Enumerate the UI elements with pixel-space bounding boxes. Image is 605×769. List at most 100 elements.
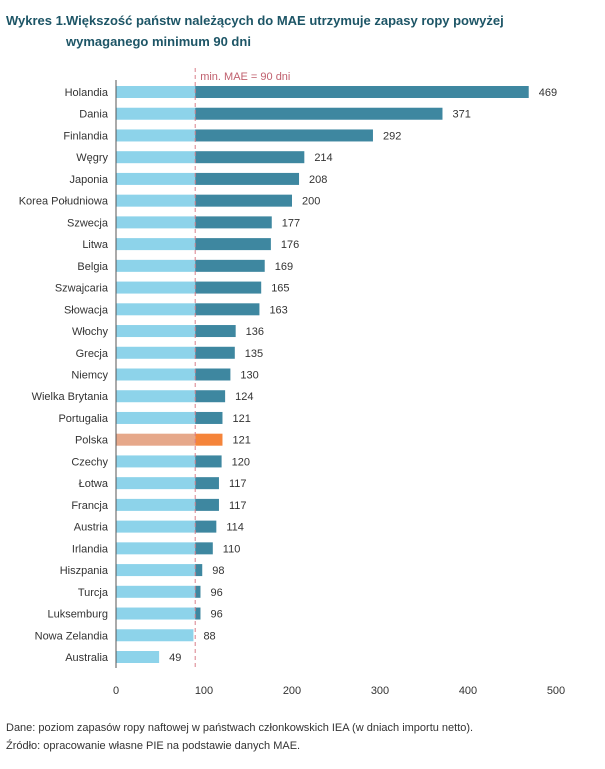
- category-label: Łotwa: [79, 478, 109, 490]
- category-label: Grecja: [76, 348, 109, 360]
- category-label: Irlandia: [72, 543, 109, 555]
- reference-label: min. MAE = 90 dni: [200, 71, 290, 83]
- x-tick-label: 400: [459, 685, 477, 697]
- value-label: 98: [212, 565, 224, 577]
- bar-above-min: [195, 194, 292, 207]
- value-label: 49: [169, 652, 181, 664]
- category-label: Wielka Brytania: [32, 391, 109, 403]
- value-label: 121: [232, 435, 250, 447]
- value-label: 96: [210, 587, 222, 599]
- bar-above-min: [195, 477, 219, 490]
- bar-above-min: [195, 238, 271, 251]
- bar-above-min: [195, 281, 262, 294]
- category-label: Czechy: [71, 456, 108, 468]
- bar-below-min: [116, 498, 196, 511]
- bar-above-min: [195, 564, 203, 577]
- value-label: 117: [229, 478, 247, 490]
- category-label: Litwa: [82, 239, 109, 251]
- value-label: 177: [282, 217, 300, 229]
- category-label: Luksemburg: [47, 609, 108, 621]
- value-label: 469: [539, 87, 557, 99]
- value-label: 124: [235, 391, 253, 403]
- bar-above-min: [195, 433, 223, 446]
- value-label: 114: [226, 522, 244, 534]
- bar-above-min: [195, 390, 226, 403]
- bar-above-min: [195, 216, 272, 229]
- bar-below-min: [116, 433, 196, 446]
- bar-above-min: [195, 368, 231, 381]
- bar-below-min: [116, 129, 196, 142]
- value-label: 371: [452, 109, 470, 121]
- value-label: 208: [309, 174, 327, 186]
- category-label: Australia: [65, 652, 109, 664]
- category-label: Finlandia: [63, 130, 109, 142]
- bar-below-min: [116, 216, 196, 229]
- value-label: 163: [269, 304, 287, 316]
- category-label: Francja: [71, 500, 109, 512]
- bar-below-min: [116, 86, 196, 98]
- value-label: 110: [223, 543, 241, 555]
- bar-below-min: [116, 368, 196, 381]
- bar-above-min: [195, 607, 201, 620]
- bar-above-min: [195, 498, 219, 511]
- category-label: Portugalia: [58, 413, 108, 425]
- source-note: Źródło: opracowanie własne PIE na podsta…: [6, 740, 301, 752]
- value-label: 135: [245, 348, 263, 360]
- figure-label: Wykres 1.: [6, 13, 67, 28]
- value-label: 120: [232, 456, 250, 468]
- category-label: Słowacja: [64, 304, 109, 316]
- value-label: 96: [210, 609, 222, 621]
- bar-above-min: [195, 259, 265, 272]
- bar-below-min: [116, 303, 196, 316]
- bar-below-min: [116, 390, 196, 403]
- category-label: Węgry: [76, 152, 108, 164]
- x-tick-label: 100: [195, 685, 213, 697]
- bar-below-min: [116, 151, 196, 164]
- category-label: Włochy: [72, 326, 109, 338]
- bar-below-min: [116, 564, 196, 577]
- value-label: 136: [246, 326, 264, 338]
- bar-below-min: [116, 542, 196, 555]
- value-label: 200: [302, 196, 320, 208]
- category-label: Niemcy: [71, 370, 108, 382]
- bar-above-min: [195, 86, 529, 98]
- bar-below-min: [116, 477, 196, 490]
- category-label: Szwecja: [67, 217, 109, 229]
- bar-below-min: [116, 238, 196, 251]
- bar-above-min: [195, 129, 373, 142]
- value-label: 117: [229, 500, 247, 512]
- bar-below-min: [116, 325, 196, 338]
- bar-below-min: [116, 585, 196, 598]
- bar-above-min: [195, 346, 235, 359]
- x-tick-label: 300: [371, 685, 389, 697]
- category-label: Turcja: [78, 587, 109, 599]
- bar-below-min: [116, 346, 196, 359]
- category-label: Polska: [75, 435, 109, 447]
- x-tick-label: 200: [283, 685, 301, 697]
- value-label: 292: [383, 130, 401, 142]
- bar-below-min: [116, 411, 196, 424]
- bar-above-min: [195, 455, 222, 468]
- category-label: Hiszpania: [60, 565, 109, 577]
- bar-below-min: [116, 629, 194, 642]
- category-label: Belgia: [77, 261, 108, 273]
- bar-below-min: [116, 194, 196, 207]
- value-label: 214: [314, 152, 332, 164]
- value-label: 169: [275, 261, 293, 273]
- bar-above-min: [195, 303, 260, 316]
- category-label: Holandia: [65, 87, 109, 99]
- bar-above-min: [195, 107, 443, 120]
- bar-below-min: [116, 259, 196, 272]
- value-label: 165: [271, 283, 289, 295]
- value-label: 88: [203, 630, 215, 642]
- value-label: 176: [281, 239, 299, 251]
- x-tick-label: 500: [547, 685, 565, 697]
- bar-above-min: [195, 542, 213, 555]
- value-label: 130: [240, 370, 258, 382]
- bar-above-min: [195, 325, 236, 338]
- bar-below-min: [116, 520, 196, 533]
- bar-above-min: [195, 520, 217, 533]
- x-tick-label: 0: [113, 685, 119, 697]
- figure-title: Większość państw należących do MAE utrzy…: [66, 13, 504, 49]
